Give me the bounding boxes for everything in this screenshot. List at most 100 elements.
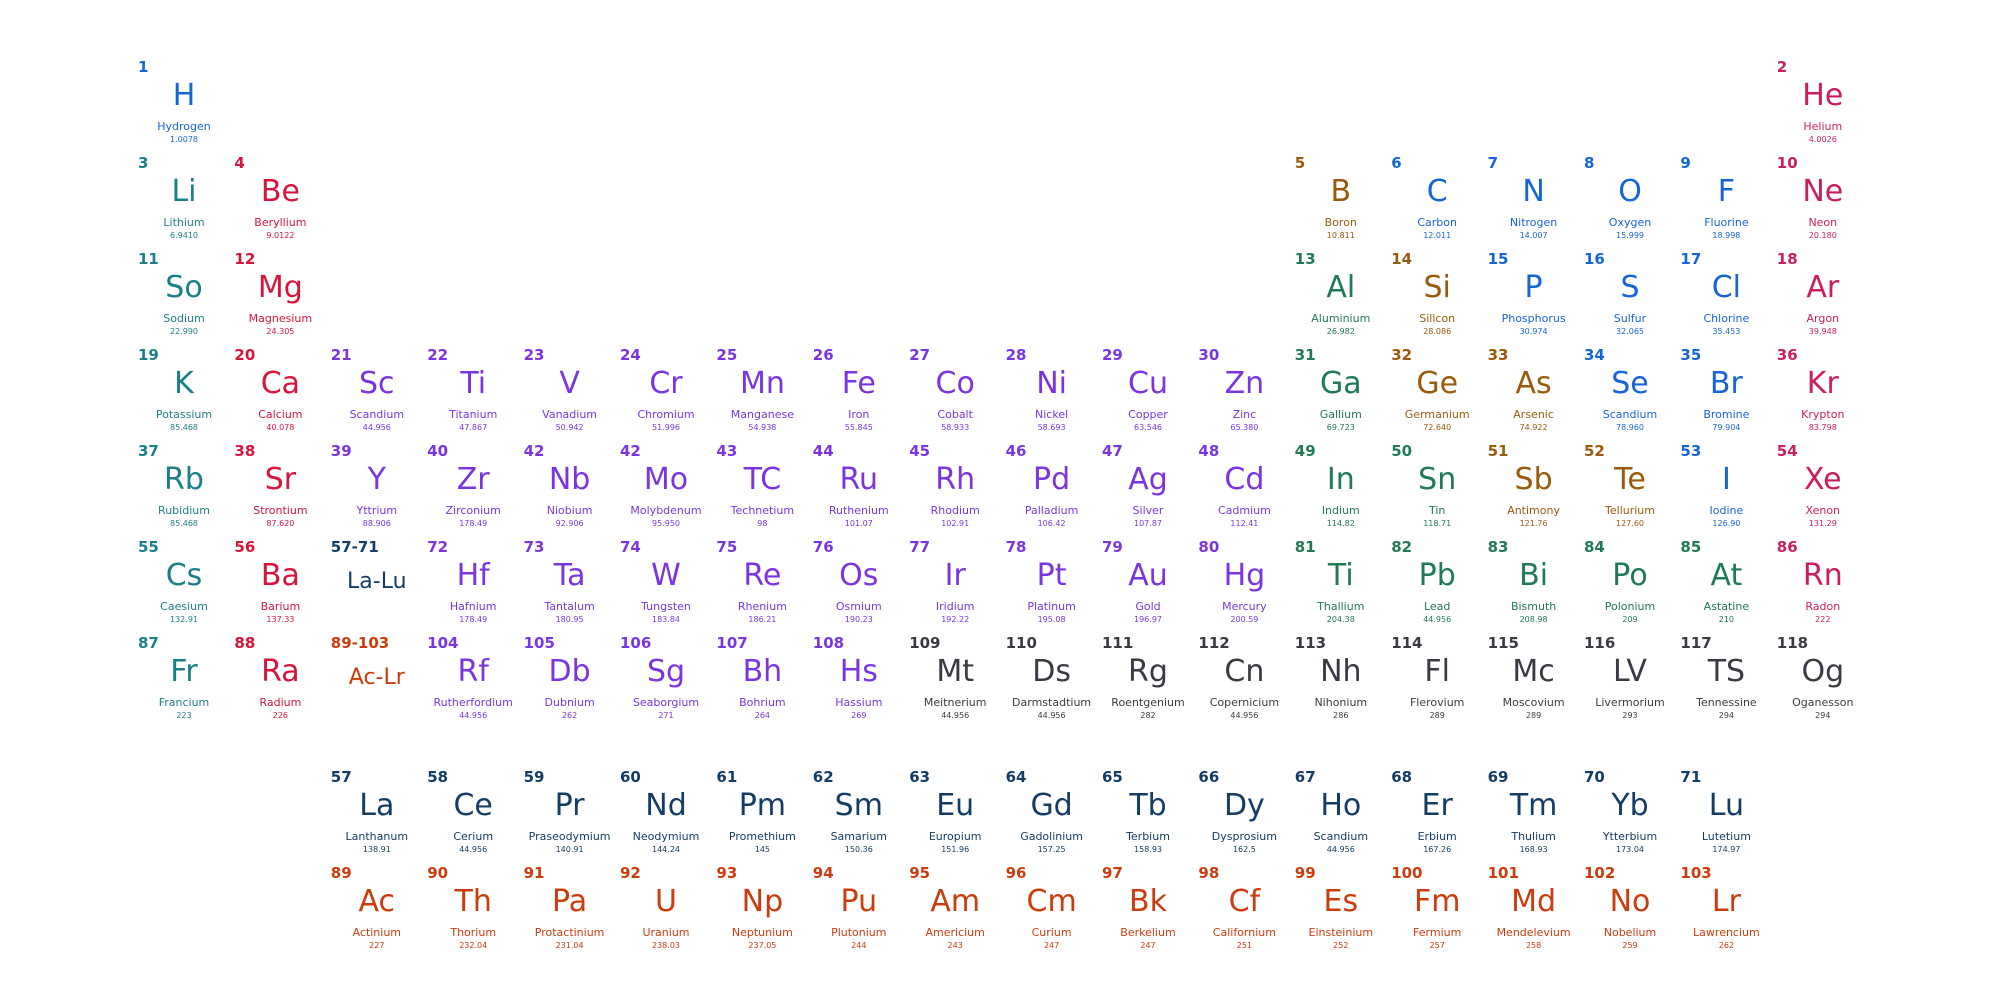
element-cell[interactable]: 110 Ds Darmstadtium 44.956 [1004, 634, 1100, 730]
element-cell[interactable]: 47 Ag Silver 107.87 [1100, 442, 1196, 538]
element-cell[interactable]: 14 Si Silicon 28.086 [1389, 250, 1485, 346]
element-cell[interactable]: 27 Co Cobalt 58.933 [907, 346, 1003, 442]
element-cell[interactable]: 24 Cr Chromium 51.996 [618, 346, 714, 442]
element-cell[interactable]: 18 Ar Argon 39.948 [1775, 250, 1871, 346]
element-cell[interactable]: 68 Er Erbium 167.26 [1389, 768, 1485, 864]
element-cell[interactable]: 73 Ta Tantalum 180.95 [522, 538, 618, 634]
element-cell[interactable]: 20 Ca Calcium 40.078 [232, 346, 328, 442]
element-cell[interactable]: 83 Bi Bismuth 208.98 [1486, 538, 1582, 634]
element-cell[interactable]: 89-103 Ac-Lr [329, 634, 425, 730]
element-cell[interactable]: 42 Mo Molybdenum 95.950 [618, 442, 714, 538]
element-cell[interactable]: 43 TC Technetium 98 [714, 442, 810, 538]
element-cell[interactable]: 7 N Nitrogen 14.007 [1486, 154, 1582, 250]
element-cell[interactable]: 98 Cf Californium 251 [1196, 864, 1292, 960]
element-cell[interactable]: 34 Se Scandium 78.960 [1582, 346, 1678, 442]
element-cell[interactable]: 100 Fm Fermium 257 [1389, 864, 1485, 960]
element-cell[interactable]: 87 Fr Francium 223 [136, 634, 232, 730]
element-cell[interactable]: 63 Eu Europium 151.96 [907, 768, 1003, 864]
element-cell[interactable]: 1 H Hydrogen 1.0078 [136, 58, 232, 154]
element-cell[interactable]: 67 Ho Scandium 44.956 [1293, 768, 1389, 864]
element-cell[interactable]: 72 Hf Hafnium 178.49 [425, 538, 521, 634]
element-cell[interactable]: 106 Sg Seaborgium 271 [618, 634, 714, 730]
element-cell[interactable]: 25 Mn Manganese 54.938 [714, 346, 810, 442]
element-cell[interactable]: 74 W Tungsten 183.84 [618, 538, 714, 634]
element-cell[interactable]: 70 Yb Ytterbium 173.04 [1582, 768, 1678, 864]
element-cell[interactable]: 50 Sn Tin 118.71 [1389, 442, 1485, 538]
element-cell[interactable]: 13 Al Aluminium 26.982 [1293, 250, 1389, 346]
element-cell[interactable]: 117 TS Tennessine 294 [1678, 634, 1774, 730]
element-cell[interactable]: 69 Tm Thulium 168.93 [1486, 768, 1582, 864]
element-cell[interactable]: 9 F Fluorine 18.998 [1678, 154, 1774, 250]
element-cell[interactable]: 105 Db Dubnium 262 [522, 634, 618, 730]
element-cell[interactable]: 29 Cu Copper 63.546 [1100, 346, 1196, 442]
element-cell[interactable]: 75 Re Rhenium 186.21 [714, 538, 810, 634]
element-cell[interactable]: 46 Pd Palladium 106.42 [1004, 442, 1100, 538]
element-cell[interactable]: 4 Be Beryllium 9.0122 [232, 154, 328, 250]
element-cell[interactable]: 81 Ti Thallium 204.38 [1293, 538, 1389, 634]
element-cell[interactable]: 54 Xe Xenon 131.29 [1775, 442, 1871, 538]
element-cell[interactable]: 84 Po Polonium 209 [1582, 538, 1678, 634]
element-cell[interactable]: 59 Pr Praseodymium 140.91 [522, 768, 618, 864]
element-cell[interactable]: 23 V Vanadium 50.942 [522, 346, 618, 442]
element-cell[interactable]: 89 Ac Actinium 227 [329, 864, 425, 960]
element-cell[interactable]: 108 Hs Hassium 269 [811, 634, 907, 730]
element-cell[interactable]: 45 Rh Rhodium 102.91 [907, 442, 1003, 538]
element-cell[interactable]: 33 As Arsenic 74.922 [1486, 346, 1582, 442]
element-cell[interactable]: 21 Sc Scandium 44.956 [329, 346, 425, 442]
element-cell[interactable]: 5 B Boron 10.811 [1293, 154, 1389, 250]
element-cell[interactable]: 76 Os Osmium 190.23 [811, 538, 907, 634]
element-cell[interactable]: 10 Ne Neon 20.180 [1775, 154, 1871, 250]
element-cell[interactable]: 115 Mc Moscovium 289 [1486, 634, 1582, 730]
element-cell[interactable]: 109 Mt Meitnerium 44.956 [907, 634, 1003, 730]
element-cell[interactable]: 12 Mg Magnesium 24.305 [232, 250, 328, 346]
element-cell[interactable]: 6 C Carbon 12.011 [1389, 154, 1485, 250]
element-cell[interactable]: 51 Sb Antimony 121.76 [1486, 442, 1582, 538]
element-cell[interactable]: 111 Rg Roentgenium 282 [1100, 634, 1196, 730]
element-cell[interactable]: 31 Ga Gallium 69.723 [1293, 346, 1389, 442]
element-cell[interactable]: 32 Ge Germanium 72.640 [1389, 346, 1485, 442]
element-cell[interactable]: 65 Tb Terbium 158.93 [1100, 768, 1196, 864]
element-cell[interactable]: 17 Cl Chlorine 35.453 [1678, 250, 1774, 346]
element-cell[interactable]: 112 Cn Copernicium 44.956 [1196, 634, 1292, 730]
element-cell[interactable]: 8 O Oxygen 15.999 [1582, 154, 1678, 250]
element-cell[interactable]: 107 Bh Bohrium 264 [714, 634, 810, 730]
element-cell[interactable]: 40 Zr Zirconium 178.49 [425, 442, 521, 538]
element-cell[interactable]: 113 Nh Nihonium 286 [1293, 634, 1389, 730]
element-cell[interactable]: 28 Ni Nickel 58.693 [1004, 346, 1100, 442]
element-cell[interactable]: 96 Cm Curium 247 [1004, 864, 1100, 960]
element-cell[interactable]: 101 Md Mendelevium 258 [1486, 864, 1582, 960]
element-cell[interactable]: 49 In Indium 114.82 [1293, 442, 1389, 538]
element-cell[interactable]: 104 Rf Rutherfordium 44.956 [425, 634, 521, 730]
element-cell[interactable]: 15 P Phosphorus 30.974 [1486, 250, 1582, 346]
element-cell[interactable]: 92 U Uranium 238.03 [618, 864, 714, 960]
element-cell[interactable]: 35 Br Bromine 79.904 [1678, 346, 1774, 442]
element-cell[interactable]: 85 At Astatine 210 [1678, 538, 1774, 634]
element-cell[interactable]: 102 No Nobelium 259 [1582, 864, 1678, 960]
element-cell[interactable]: 44 Ru Ruthenium 101.07 [811, 442, 907, 538]
element-cell[interactable]: 56 Ba Barium 137.33 [232, 538, 328, 634]
element-cell[interactable]: 26 Fe Iron 55.845 [811, 346, 907, 442]
element-cell[interactable]: 61 Pm Promethium 145 [714, 768, 810, 864]
element-cell[interactable]: 38 Sr Strontium 87.620 [232, 442, 328, 538]
element-cell[interactable]: 77 Ir Iridium 192.22 [907, 538, 1003, 634]
element-cell[interactable]: 52 Te Tellurium 127.60 [1582, 442, 1678, 538]
element-cell[interactable]: 60 Nd Neodymium 144.24 [618, 768, 714, 864]
element-cell[interactable]: 16 S Sulfur 32.065 [1582, 250, 1678, 346]
element-cell[interactable]: 3 Li Lithium 6.9410 [136, 154, 232, 250]
element-cell[interactable]: 19 K Potassium 85.468 [136, 346, 232, 442]
element-cell[interactable]: 36 Kr Krypton 83.798 [1775, 346, 1871, 442]
element-cell[interactable]: 90 Th Thorium 232.04 [425, 864, 521, 960]
element-cell[interactable]: 42 Nb Niobium 92.906 [522, 442, 618, 538]
element-cell[interactable]: 37 Rb Rubidium 85.468 [136, 442, 232, 538]
element-cell[interactable]: 79 Au Gold 196.97 [1100, 538, 1196, 634]
element-cell[interactable]: 53 I Iodine 126.90 [1678, 442, 1774, 538]
element-cell[interactable]: 22 Ti Titanium 47.867 [425, 346, 521, 442]
element-cell[interactable]: 80 Hg Mercury 200.59 [1196, 538, 1292, 634]
element-cell[interactable]: 88 Ra Radium 226 [232, 634, 328, 730]
element-cell[interactable]: 11 So Sodium 22.990 [136, 250, 232, 346]
element-cell[interactable]: 2 He Helium 4.0026 [1775, 58, 1871, 154]
element-cell[interactable]: 114 Fl Flerovium 289 [1389, 634, 1485, 730]
element-cell[interactable]: 57 La Lanthanum 138.91 [329, 768, 425, 864]
element-cell[interactable]: 95 Am Americium 243 [907, 864, 1003, 960]
element-cell[interactable]: 64 Gd Gadolinium 157.25 [1004, 768, 1100, 864]
